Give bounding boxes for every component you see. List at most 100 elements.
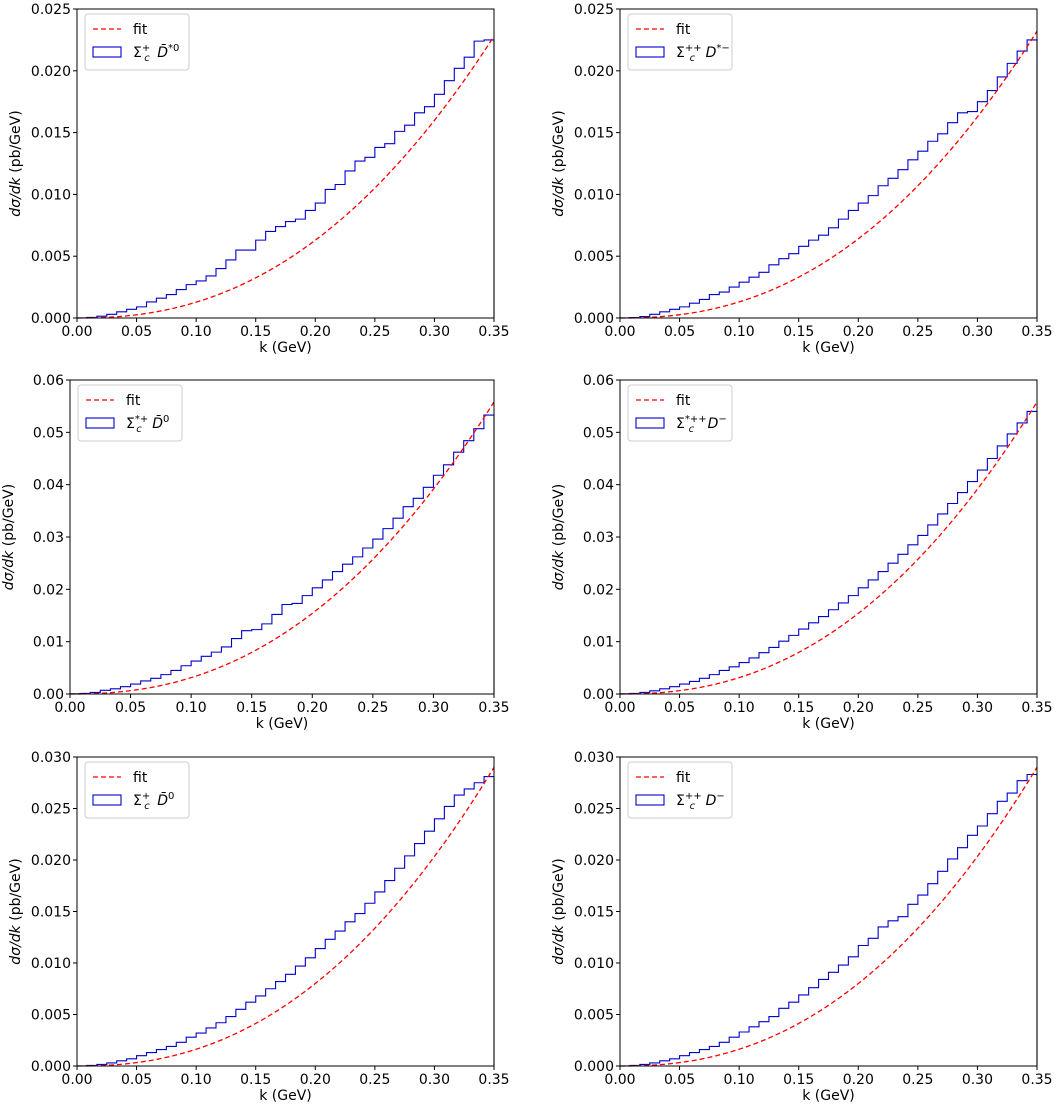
y-tick-label: 0.005: [574, 249, 614, 265]
histogram-steps: [69, 414, 495, 695]
x-tick-label: 0.30: [962, 700, 993, 716]
x-tick-label: 0.05: [115, 700, 146, 716]
y-tick-label: 0.015: [31, 126, 71, 142]
legend-hist-swatch: [85, 417, 115, 429]
x-tick-label: 0.25: [902, 700, 933, 716]
y-tick-label: 0.03: [583, 530, 614, 546]
y-tick-label: 0.025: [574, 802, 614, 818]
legend: fit Σ*++ c D−: [627, 384, 733, 442]
x-tick-label: 0.20: [300, 1072, 331, 1088]
panel-6: 0.00 0.05 0.10 0.15 0.20 0.25 0.30 0.35 0.000 0.0…: [551, 750, 1053, 1104]
y-axis-label: dσ/dk (pb/GeV): [551, 110, 567, 216]
legend-box: [84, 13, 190, 71]
y-tick-label: 0.010: [574, 187, 614, 203]
x-tick-label: 0.05: [664, 700, 695, 716]
y-axis-label: dσ/dk (pb/GeV): [8, 858, 24, 964]
legend: fit Σ+ c D̄0: [84, 761, 190, 819]
panel-1: 0.00 0.05 0.10 0.15 0.20 0.25 0.30 0.35 0.000 0.0…: [8, 2, 510, 356]
x-tick-label: 0.10: [724, 700, 755, 716]
fit-curve: [620, 401, 1038, 695]
x-tick-label: 0.00: [604, 324, 635, 340]
y-tick-label: 0.06: [33, 373, 64, 389]
x-tick-label: 0.30: [962, 1072, 993, 1088]
y-tick-label: 0.030: [31, 750, 71, 766]
legend-fit-label: fit: [133, 770, 148, 786]
x-tick-label: 0.05: [121, 1072, 152, 1088]
x-axis-label: k (GeV): [256, 716, 309, 732]
x-tick-label: 0.20: [297, 700, 328, 716]
legend-fit-label: fit: [133, 22, 148, 38]
x-tick-label: 0.20: [843, 324, 874, 340]
legend-hist-swatch: [635, 417, 665, 429]
legend-fit-label: fit: [676, 22, 691, 38]
x-tick-label: 0.10: [181, 324, 212, 340]
y-tick-label: 0.00: [33, 687, 64, 703]
x-tick-label: 0.25: [359, 1072, 390, 1088]
x-tick-label: 0.10: [181, 1072, 212, 1088]
x-tick-label: 0.15: [240, 324, 271, 340]
y-tick-label: 0.01: [33, 635, 64, 651]
y-axis-label: dσ/dk (pb/GeV): [8, 110, 24, 216]
y-axis-label: dσ/dk (pb/GeV): [551, 858, 567, 964]
legend-hist-label: Σ++ c D*−: [676, 43, 730, 64]
y-tick-label: 0.01: [583, 635, 614, 651]
legend-fit-label: fit: [126, 393, 141, 409]
x-tick-label: 0.30: [419, 324, 450, 340]
legend-hist-label: Σ+ c D̄*0: [133, 43, 179, 64]
y-tick-label: 0.025: [31, 802, 71, 818]
x-tick-label: 0.30: [418, 700, 449, 716]
legend-box: [77, 384, 183, 442]
panel-3: 0.00 0.05 0.10 0.15 0.20 0.25 0.30 0.35 0.00 0.01…: [1, 373, 510, 732]
x-tick-label: 0.00: [61, 324, 92, 340]
y-tick-label: 0.010: [31, 956, 71, 972]
legend-hist-swatch: [635, 794, 665, 806]
x-axis-label: k (GeV): [259, 1088, 312, 1104]
y-tick-label: 0.010: [31, 187, 71, 203]
y-tick-label: 0.025: [31, 2, 71, 18]
fit-curve: [77, 35, 495, 319]
y-tick-label: 0.02: [583, 582, 614, 598]
y-axis-label: dσ/dk (pb/GeV): [1, 484, 17, 590]
legend: fit Σ++ c D−: [627, 761, 733, 819]
x-tick-label: 0.20: [843, 700, 874, 716]
x-tick-label: 0.20: [843, 1072, 874, 1088]
legend-fit-label: fit: [676, 770, 691, 786]
y-tick-label: 0.020: [31, 853, 71, 869]
x-axis-label: k (GeV): [802, 716, 855, 732]
y-tick-label: 0.06: [583, 373, 614, 389]
legend: fit Σ+ c D̄*0: [84, 13, 190, 71]
legend: fit Σ++ c D*−: [627, 13, 733, 71]
histogram-steps: [76, 776, 495, 1067]
x-axis-label: k (GeV): [259, 340, 312, 356]
x-axis-label: k (GeV): [802, 340, 855, 356]
x-tick-label: 0.10: [724, 1072, 755, 1088]
x-tick-label: 0.00: [54, 700, 85, 716]
x-tick-label: 0.00: [604, 700, 635, 716]
x-tick-label: 0.35: [478, 324, 509, 340]
x-tick-label: 0.35: [478, 1072, 509, 1088]
legend-hist-label: Σ*++ c D−: [676, 414, 727, 435]
y-tick-label: 0.05: [583, 425, 614, 441]
y-tick-label: 0.015: [574, 905, 614, 921]
x-tick-label: 0.10: [724, 324, 755, 340]
x-tick-label: 0.30: [962, 324, 993, 340]
y-tick-label: 0.030: [574, 750, 614, 766]
x-tick-label: 0.30: [419, 1072, 450, 1088]
x-tick-label: 0.05: [664, 1072, 695, 1088]
y-tick-label: 0.000: [31, 1059, 71, 1075]
x-tick-label: 0.05: [664, 324, 695, 340]
histogram-steps: [619, 410, 1038, 695]
y-tick-label: 0.005: [574, 1008, 614, 1024]
legend-hist-label: Σ*+ c D̄0: [126, 414, 169, 435]
fit-curve: [70, 401, 495, 695]
x-tick-label: 0.15: [783, 1072, 814, 1088]
legend-box: [627, 384, 733, 442]
axes-frame: [76, 8, 495, 319]
legend: fit Σ*+ c D̄0: [77, 384, 183, 442]
x-tick-label: 0.15: [783, 324, 814, 340]
y-tick-label: 0.03: [33, 530, 64, 546]
y-axis-label: dσ/dk (pb/GeV): [551, 484, 567, 590]
y-tick-label: 0.020: [574, 64, 614, 80]
fit-curve: [77, 766, 495, 1067]
